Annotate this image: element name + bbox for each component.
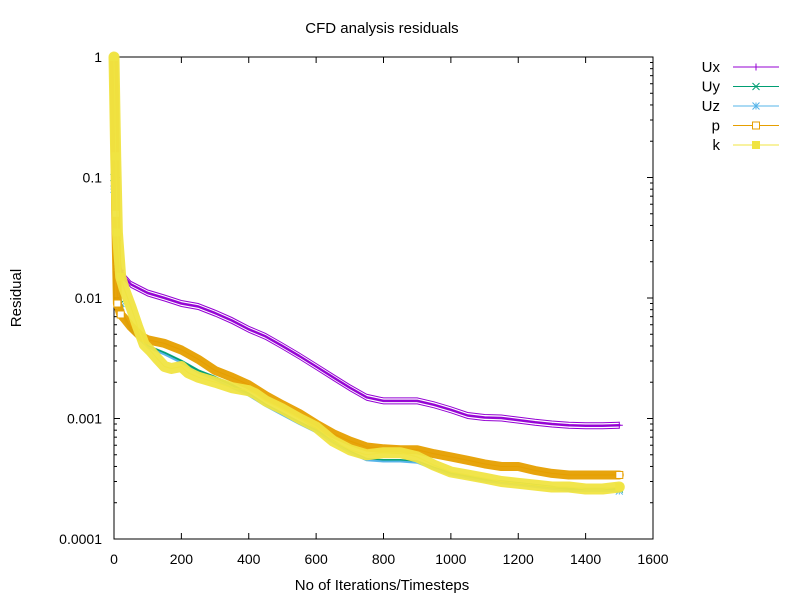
legend-label-p: p [712, 118, 720, 135]
series-line-Ux [113, 104, 620, 427]
legend-label-Uy: Uy [702, 79, 721, 96]
y-tick-label: 0.0001 [59, 531, 102, 547]
legend: Ux Uy Uz pk [702, 59, 779, 154]
y-tick-label: 0.01 [75, 290, 102, 306]
y-axis-label: Residual [8, 269, 25, 327]
legend-label-Uz: Uz [702, 98, 720, 115]
data-point-p [113, 299, 122, 308]
data-point-k [116, 272, 125, 281]
legend-marker-p [752, 121, 760, 130]
legend-marker-Uy [752, 82, 760, 91]
legend-label-Ux: Ux [702, 59, 721, 76]
axis-ticks: 0 200 400 600 800 1000 1200 1400 1600 0.0001 0.001… [59, 49, 669, 567]
x-tick-label: 400 [237, 551, 261, 567]
data-point-k [110, 53, 118, 61]
x-tick-label: 600 [304, 551, 328, 567]
x-tick-label: 1000 [435, 551, 466, 567]
y-tick-label: 0.1 [83, 170, 103, 186]
series-k [108, 51, 625, 495]
data-point-p [116, 310, 125, 319]
y-tick-label: 1 [94, 49, 102, 65]
series-line-p [113, 56, 620, 476]
x-axis-label: No of Iterations/Timesteps [295, 577, 470, 594]
x-tick-label: 0 [110, 551, 118, 567]
data-point-k [615, 483, 624, 492]
data-point-Ux [615, 421, 623, 429]
series-line-lower-Ux [113, 107, 620, 430]
x-tick-label: 1400 [570, 551, 601, 567]
x-tick-label: 1200 [503, 551, 534, 567]
legend-marker-Ux [752, 63, 760, 71]
chart-title: CFD analysis residuals [305, 20, 458, 37]
data-point-k [111, 152, 120, 161]
series-band-p [109, 52, 624, 480]
legend-marker-Uz [752, 102, 760, 110]
series-Ux [110, 101, 623, 430]
series-group [108, 51, 625, 495]
plot-frame [113, 56, 654, 540]
y-tick-label: 0.001 [67, 411, 102, 427]
series-line-upper-Ux [113, 101, 620, 424]
series-p [109, 52, 624, 480]
x-tick-label: 800 [372, 551, 396, 567]
legend-marker-k [752, 141, 760, 149]
x-tick-label: 200 [170, 551, 194, 567]
data-point-k [113, 228, 122, 237]
data-point-p [615, 470, 624, 479]
legend-label-k: k [713, 137, 721, 154]
series-line-k [113, 56, 620, 490]
x-tick-label: 1600 [637, 551, 668, 567]
